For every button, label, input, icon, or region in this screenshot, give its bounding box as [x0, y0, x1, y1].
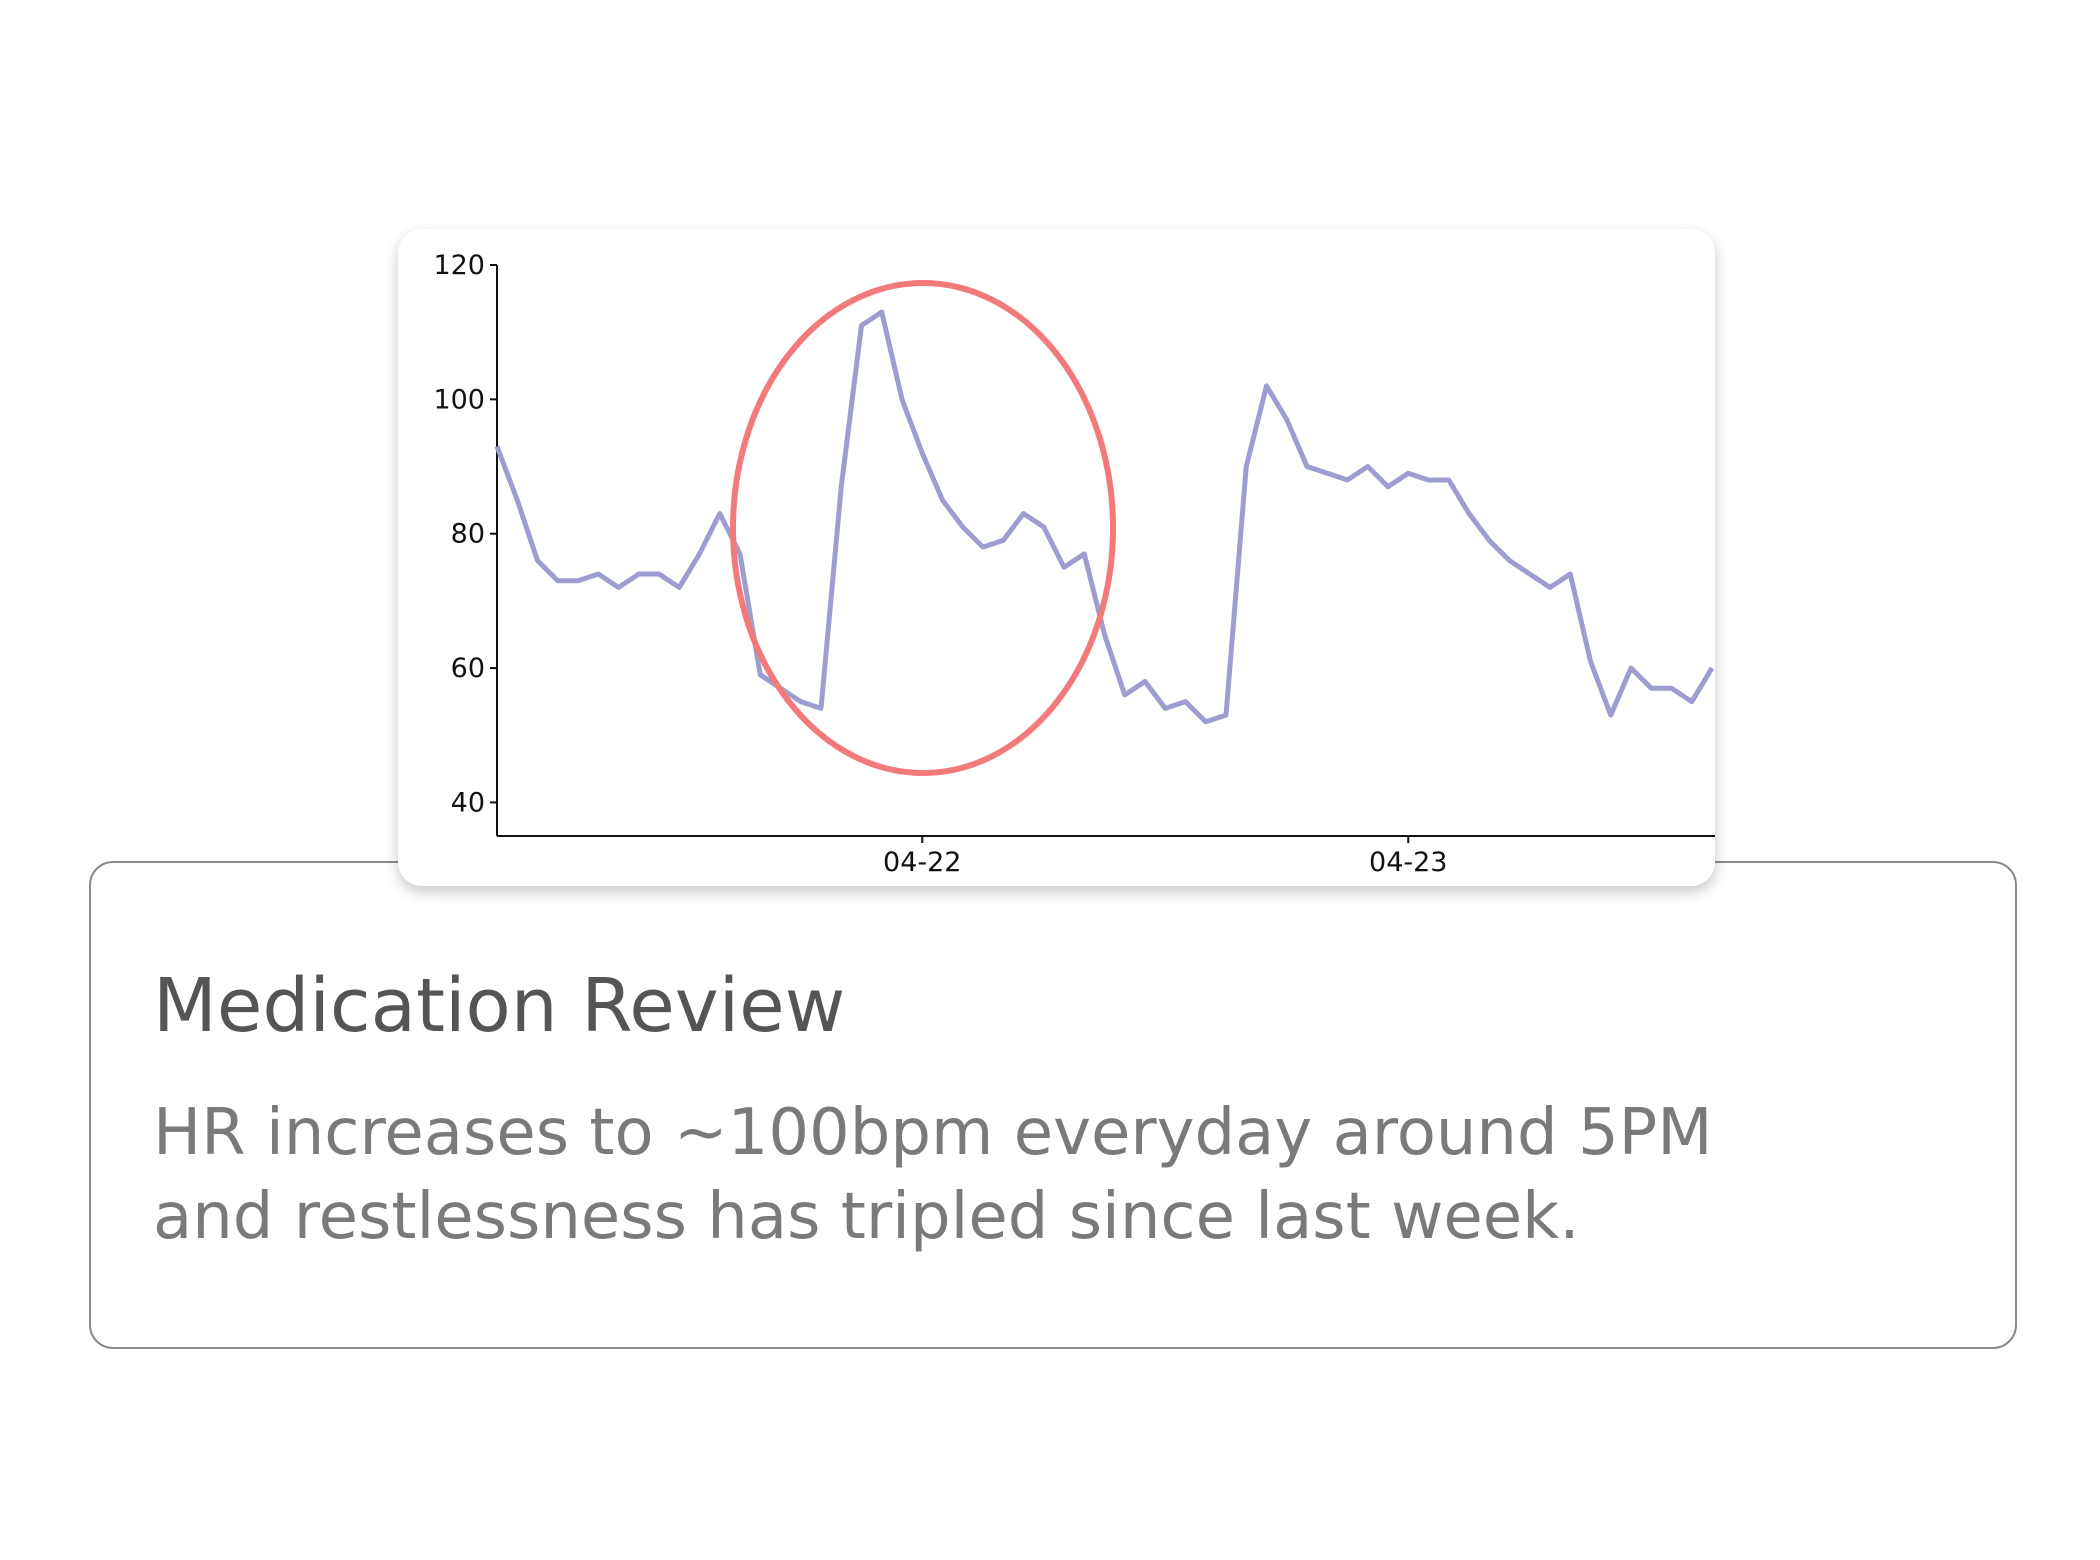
highlight-ellipse — [730, 280, 1116, 776]
y-tick-label: 60 — [451, 653, 485, 684]
y-tick-label: 80 — [451, 519, 485, 550]
hr-line — [494, 309, 1715, 725]
y-tick-label: 100 — [433, 384, 485, 415]
card-body: HR increases to ~100bpm everyday around … — [153, 1096, 1713, 1254]
card-title: Medication Review — [153, 963, 846, 1049]
note-card: Medication Review HR increases to ~100bp… — [89, 861, 2017, 1349]
y-tick-label: 120 — [433, 250, 485, 281]
y-tick-label: 40 — [451, 787, 485, 818]
x-tick-label: 04-23 — [1369, 847, 1447, 878]
x-tick-label: 04-22 — [883, 847, 961, 878]
